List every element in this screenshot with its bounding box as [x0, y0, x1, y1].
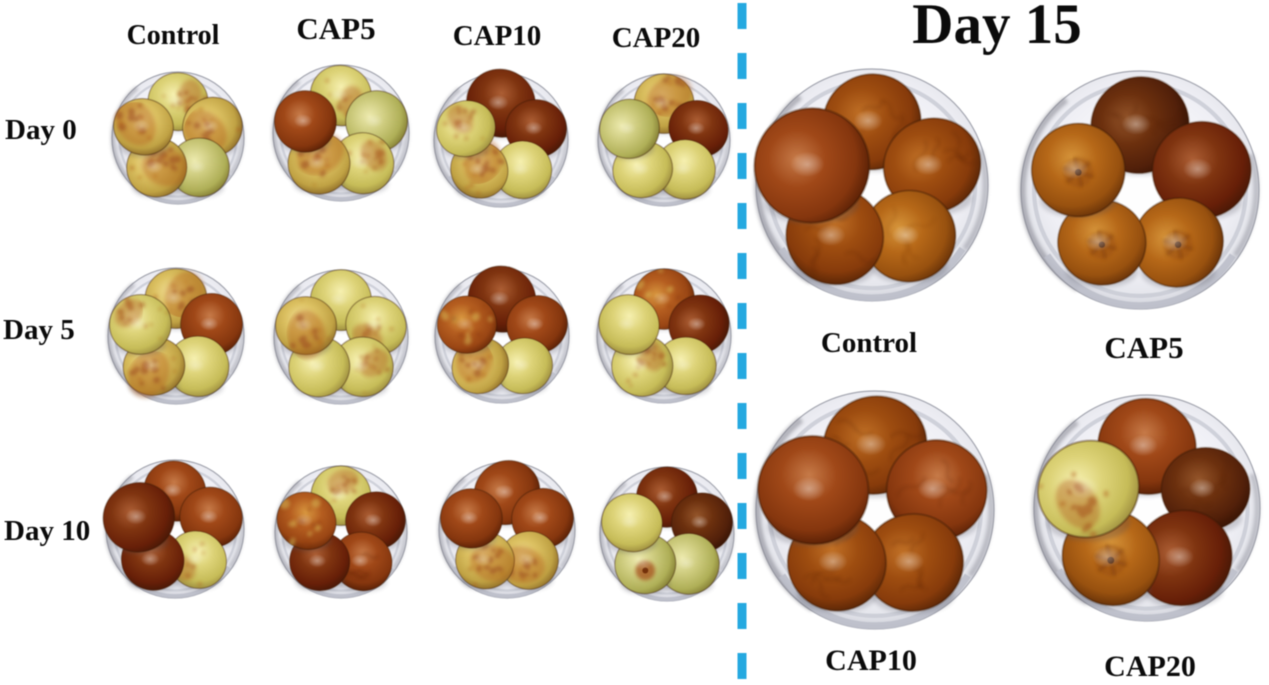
- svg-text:CAP20: CAP20: [612, 22, 701, 54]
- svg-text:CAP10: CAP10: [453, 20, 542, 52]
- svg-text:CAP10: CAP10: [825, 644, 917, 677]
- svg-text:CAP5: CAP5: [296, 11, 375, 46]
- svg-text:Day 0: Day 0: [5, 114, 77, 146]
- svg-text:CAP5: CAP5: [1104, 330, 1183, 365]
- svg-text:Day 5: Day 5: [3, 314, 75, 346]
- svg-text:Control: Control: [821, 327, 917, 359]
- svg-text:CAP20: CAP20: [1104, 650, 1196, 680]
- svg-text:Day 10: Day 10: [4, 515, 90, 547]
- svg-text:Control: Control: [127, 20, 220, 51]
- svg-text:Day 15: Day 15: [912, 0, 1081, 56]
